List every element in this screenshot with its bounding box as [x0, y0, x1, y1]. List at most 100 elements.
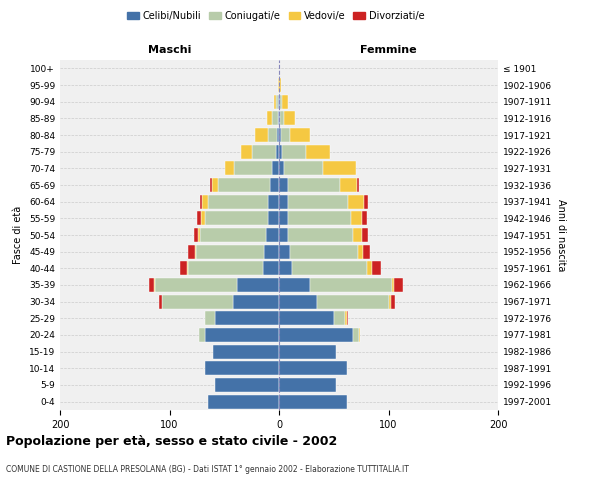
Bar: [188, 244, 194, 259]
Bar: [364, 194, 368, 209]
Bar: [233, 294, 279, 308]
Bar: [214, 344, 279, 359]
Bar: [208, 394, 279, 409]
Bar: [197, 211, 201, 226]
Bar: [279, 244, 290, 259]
Bar: [288, 211, 351, 226]
Bar: [266, 228, 279, 242]
Bar: [288, 194, 348, 209]
Bar: [218, 178, 270, 192]
Bar: [268, 211, 279, 226]
Bar: [238, 278, 279, 292]
Bar: [263, 244, 279, 259]
Bar: [279, 94, 280, 109]
Bar: [272, 162, 279, 175]
Bar: [278, 112, 279, 126]
Bar: [279, 394, 347, 409]
Bar: [278, 94, 279, 109]
Bar: [162, 294, 233, 308]
Text: COMUNE DI CASTIONE DELLA PRESOLANA (BG) - Dati ISTAT 1° gennaio 2002 - Elaborazi: COMUNE DI CASTIONE DELLA PRESOLANA (BG) …: [6, 465, 409, 474]
Text: Popolazione per età, sesso e stato civile - 2002: Popolazione per età, sesso e stato civil…: [6, 435, 337, 448]
Text: Femmine: Femmine: [360, 45, 417, 55]
Bar: [394, 278, 403, 292]
Bar: [187, 261, 188, 276]
Bar: [149, 278, 154, 292]
Bar: [278, 78, 279, 92]
Bar: [215, 311, 279, 326]
Bar: [199, 328, 205, 342]
Bar: [212, 178, 218, 192]
Bar: [226, 162, 234, 175]
Bar: [198, 228, 200, 242]
Bar: [276, 144, 279, 159]
Bar: [158, 294, 162, 308]
Bar: [241, 144, 251, 159]
Bar: [234, 162, 272, 175]
Bar: [345, 311, 347, 326]
Bar: [279, 194, 288, 209]
Bar: [340, 178, 357, 192]
Bar: [307, 144, 331, 159]
Bar: [334, 311, 344, 326]
Bar: [155, 278, 238, 292]
Bar: [353, 228, 362, 242]
Bar: [279, 261, 292, 276]
Bar: [323, 162, 356, 175]
Bar: [202, 194, 208, 209]
Bar: [353, 328, 359, 342]
Bar: [279, 78, 281, 92]
Bar: [188, 261, 263, 276]
Bar: [276, 94, 278, 109]
Bar: [279, 211, 288, 226]
Bar: [288, 228, 353, 242]
Bar: [280, 112, 284, 126]
Bar: [279, 328, 353, 342]
Bar: [281, 128, 290, 142]
Bar: [279, 311, 334, 326]
Bar: [208, 194, 268, 209]
Bar: [279, 162, 284, 175]
Bar: [200, 194, 202, 209]
Bar: [359, 328, 360, 342]
Bar: [200, 228, 266, 242]
Bar: [263, 261, 279, 276]
Bar: [277, 128, 279, 142]
Bar: [279, 344, 336, 359]
Bar: [347, 311, 348, 326]
Bar: [255, 128, 268, 142]
Bar: [362, 228, 368, 242]
Bar: [181, 261, 187, 276]
Bar: [282, 144, 307, 159]
Bar: [389, 294, 391, 308]
Bar: [251, 144, 276, 159]
Y-axis label: Fasce di età: Fasce di età: [13, 206, 23, 264]
Bar: [274, 94, 276, 109]
Bar: [194, 244, 196, 259]
Bar: [392, 278, 394, 292]
Bar: [154, 278, 155, 292]
Bar: [292, 261, 367, 276]
Bar: [279, 228, 288, 242]
Bar: [267, 112, 272, 126]
Bar: [268, 128, 277, 142]
Text: Maschi: Maschi: [148, 45, 191, 55]
Bar: [279, 112, 280, 126]
Bar: [362, 211, 367, 226]
Bar: [279, 178, 288, 192]
Bar: [280, 94, 282, 109]
Bar: [279, 128, 281, 142]
Bar: [317, 294, 389, 308]
Bar: [290, 244, 358, 259]
Bar: [348, 194, 364, 209]
Bar: [279, 144, 282, 159]
Bar: [372, 261, 381, 276]
Bar: [357, 178, 359, 192]
Bar: [288, 178, 340, 192]
Bar: [279, 294, 317, 308]
Bar: [205, 311, 215, 326]
Bar: [358, 244, 364, 259]
Legend: Celibi/Nubili, Coniugati/e, Vedovi/e, Divorziati/e: Celibi/Nubili, Coniugati/e, Vedovi/e, Di…: [124, 8, 428, 25]
Bar: [282, 94, 288, 109]
Bar: [205, 361, 279, 376]
Bar: [201, 211, 205, 226]
